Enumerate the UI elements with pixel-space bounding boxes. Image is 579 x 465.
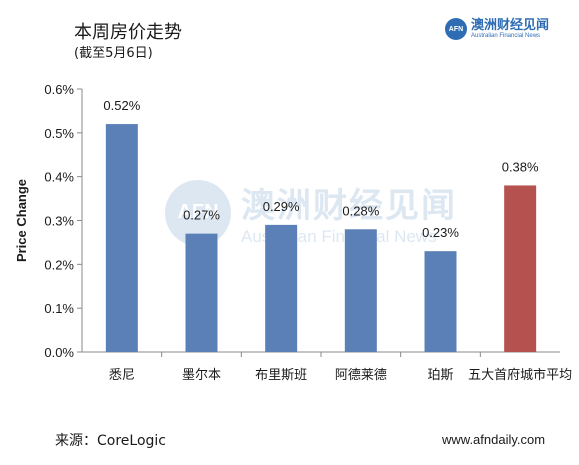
source-note: 来源：CoreLogic <box>55 433 166 449</box>
x-category-label: 悉尼 <box>109 368 135 383</box>
chart-subtitle: (截至5月6日) <box>74 46 153 61</box>
bar <box>105 124 138 352</box>
x-category-label: 阿德莱德 <box>335 368 387 383</box>
afn-watermark: AFN 澳洲财经见闻 Australian Financial News <box>165 178 457 247</box>
bar <box>504 185 537 352</box>
bar-value-label: 0.52% <box>103 98 140 113</box>
bar <box>344 229 377 352</box>
bar-value-label: 0.38% <box>502 159 539 174</box>
x-category-label: 墨尔本 <box>182 368 221 383</box>
chart-title: 本周房价走势 <box>74 22 182 43</box>
afn-logo-icon: AFN <box>445 18 467 40</box>
x-category-label: 珀斯 <box>427 368 453 383</box>
y-tick-label: 0.5% <box>44 126 74 141</box>
x-category-label: 布里斯班 <box>255 368 307 383</box>
logo-name-cn: 澳洲财经见闻 <box>471 18 550 33</box>
bar-value-label: 0.27% <box>183 208 220 223</box>
y-tick-label: 0.6% <box>44 82 74 97</box>
value-labels: 0.52% 0.27% 0.29% 0.28% 0.23% 0.38% <box>103 98 539 240</box>
bar-series <box>105 124 537 352</box>
logo-name-en: Australian Financial News <box>471 33 541 39</box>
x-category-label: 五大首府城市平均 <box>468 367 572 383</box>
website-link[interactable]: www.afndaily.com <box>442 432 546 447</box>
y-tick-label: 0.2% <box>44 257 74 272</box>
y-tick-label: 0.3% <box>44 214 74 229</box>
bar-value-label: 0.28% <box>342 203 379 218</box>
bar <box>185 233 218 352</box>
x-axis-labels: 悉尼 墨尔本 布里斯班 阿德莱德 珀斯 五大首府城市平均 <box>109 352 572 383</box>
afn-logo: AFN 澳洲财经见闻 Australian Financial News <box>445 18 549 40</box>
bar <box>424 251 457 352</box>
y-axis-ticks: 0.0% 0.1% 0.2% 0.3% 0.4% 0.5% 0.6% <box>44 82 82 360</box>
bar-value-label: 0.29% <box>263 199 300 214</box>
bar <box>265 224 298 352</box>
y-tick-label: 0.0% <box>44 345 74 360</box>
y-axis-title: Price Change <box>14 179 29 262</box>
bar-value-label: 0.23% <box>422 225 459 240</box>
y-tick-label: 0.4% <box>44 170 74 185</box>
watermark-name-cn: 澳洲财经见闻 <box>241 186 457 226</box>
y-tick-label: 0.1% <box>44 301 74 316</box>
